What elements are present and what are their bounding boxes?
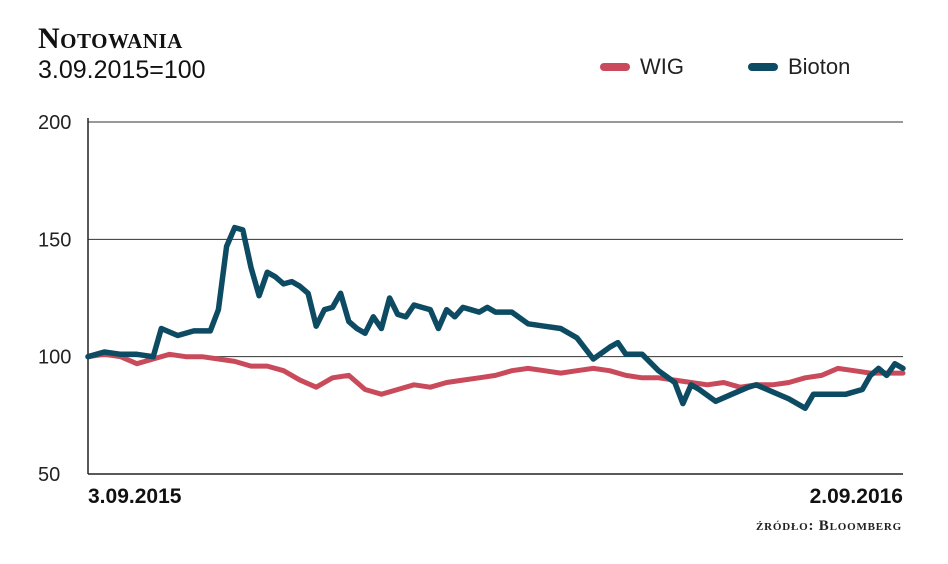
chart-subtitle: 3.09.2015=100 — [38, 56, 206, 84]
chart-title: Notowania — [38, 22, 183, 55]
legend-swatch-bioton — [748, 63, 778, 71]
legend-item-bioton: Bioton — [748, 52, 850, 82]
series-line-bioton — [85, 224, 906, 412]
legend-item-wig: WIG — [600, 52, 684, 82]
y-tick-label-50: 50 — [38, 464, 60, 486]
legend-swatch-wig — [600, 63, 630, 71]
legend-label-wig: WIG — [640, 54, 684, 79]
y-tick-label-200: 200 — [38, 112, 71, 134]
series-line-wig — [85, 351, 906, 397]
x-label-end: 2.09.2016 — [810, 485, 903, 508]
y-tick-label-150: 150 — [38, 229, 71, 251]
x-label-start: 3.09.2015 — [88, 485, 182, 508]
source-note: źródło: Bloomberg — [755, 518, 902, 534]
y-tick-label-100: 100 — [38, 347, 71, 369]
legend-label-bioton: Bioton — [788, 54, 851, 79]
